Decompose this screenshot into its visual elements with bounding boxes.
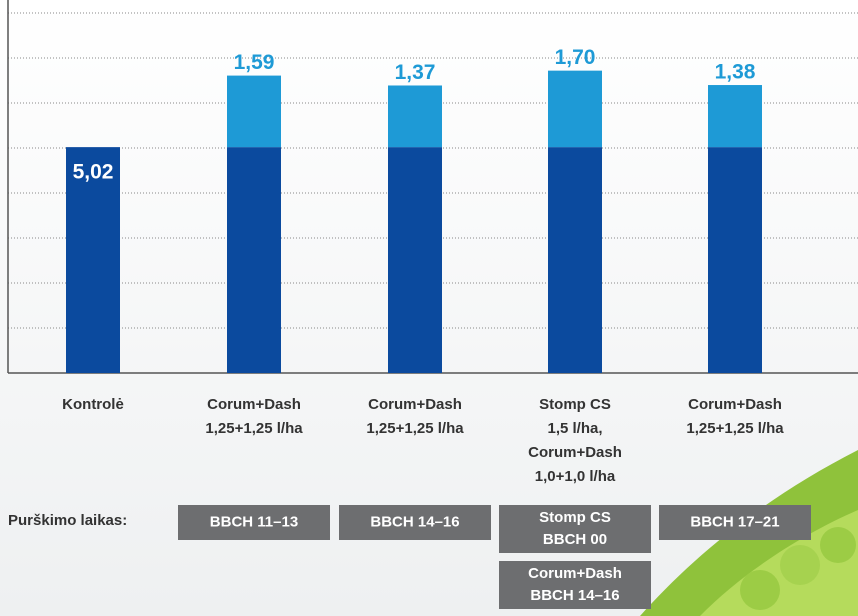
value-label: 1,38 — [715, 61, 756, 84]
bar-segment — [227, 75, 281, 148]
x-tick-label: 1,25+1,25 l/ha — [205, 420, 303, 437]
x-tick-label: Corum+Dash — [528, 444, 622, 461]
x-tick-label: Kontrolė — [62, 396, 124, 413]
timing-box — [339, 505, 491, 540]
timing-label: BBCH 14–16 — [370, 513, 459, 530]
x-tick-label: Stomp CS — [539, 396, 611, 413]
x-tick-label: 1,5 l/ha, — [547, 420, 602, 437]
x-tick-label: 1,25+1,25 l/ha — [686, 420, 784, 437]
bar-segment — [708, 147, 762, 373]
bar-segment — [227, 147, 281, 373]
x-tick-label: 1,0+1,0 l/ha — [535, 468, 616, 485]
timing-title: Purškimo laikas: — [8, 512, 127, 529]
value-label: 5,02 — [73, 161, 114, 184]
timing-label: Corum+Dash — [528, 565, 622, 582]
value-label: 1,59 — [234, 51, 275, 74]
x-tick-label: 1,25+1,25 l/ha — [366, 420, 464, 437]
value-label: 1,37 — [395, 61, 436, 84]
x-tick-label: Corum+Dash — [368, 396, 462, 413]
bar-segment — [388, 85, 442, 148]
bar-segment — [66, 147, 120, 373]
timing-label: BBCH 14–16 — [530, 587, 619, 604]
timing-label: Stomp CS — [539, 509, 611, 526]
timing-box — [659, 505, 811, 540]
timing-box — [178, 505, 330, 540]
timing-label: BBCH 17–21 — [690, 513, 779, 530]
timing-box — [499, 561, 651, 609]
bar-segment — [548, 147, 602, 373]
bar-segment — [548, 70, 602, 148]
x-tick-label: Corum+Dash — [207, 396, 301, 413]
timing-label: BBCH 00 — [543, 531, 607, 548]
value-label: 1,70 — [555, 46, 596, 69]
bar-segment — [708, 85, 762, 148]
timing-label: BBCH 11–13 — [210, 513, 298, 530]
x-tick-label: Corum+Dash — [688, 396, 782, 413]
timing-box — [499, 505, 651, 553]
bar-segment — [388, 147, 442, 373]
